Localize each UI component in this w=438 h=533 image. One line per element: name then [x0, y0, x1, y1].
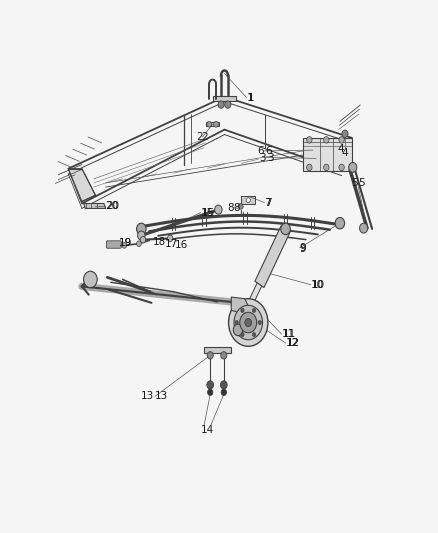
Text: 3: 3: [259, 152, 266, 163]
Text: 3: 3: [267, 154, 274, 163]
Text: 2: 2: [201, 132, 208, 142]
Circle shape: [241, 333, 244, 337]
Text: 11: 11: [283, 329, 296, 339]
Circle shape: [307, 136, 312, 143]
Circle shape: [207, 381, 214, 389]
Circle shape: [339, 164, 344, 171]
Polygon shape: [231, 297, 248, 313]
Text: 12: 12: [286, 338, 300, 348]
Circle shape: [233, 324, 243, 336]
Circle shape: [324, 164, 329, 171]
Text: 8: 8: [227, 203, 234, 213]
Text: 16: 16: [175, 239, 188, 249]
Polygon shape: [255, 226, 290, 288]
Text: 6: 6: [265, 146, 272, 156]
Text: 17: 17: [165, 239, 178, 249]
Text: 5: 5: [359, 178, 365, 188]
Text: 7: 7: [265, 198, 272, 208]
Text: 1: 1: [247, 93, 253, 103]
Circle shape: [252, 309, 256, 312]
Circle shape: [138, 231, 145, 240]
Text: 15: 15: [201, 207, 214, 217]
Text: 20: 20: [105, 201, 118, 211]
Circle shape: [235, 320, 238, 325]
Circle shape: [122, 243, 127, 248]
Circle shape: [281, 223, 290, 235]
Polygon shape: [204, 347, 231, 353]
Circle shape: [167, 235, 173, 241]
Polygon shape: [212, 96, 237, 101]
Polygon shape: [241, 196, 255, 204]
Text: 4: 4: [338, 144, 344, 155]
Text: 13: 13: [155, 391, 168, 401]
Text: 9: 9: [300, 243, 307, 253]
Text: 10: 10: [311, 280, 324, 290]
Circle shape: [252, 333, 256, 337]
Circle shape: [360, 223, 368, 233]
Text: 9: 9: [299, 244, 306, 254]
Circle shape: [324, 136, 329, 143]
Text: 15: 15: [201, 207, 215, 217]
Text: 11: 11: [282, 329, 295, 339]
Polygon shape: [84, 204, 106, 208]
Circle shape: [234, 305, 262, 340]
Circle shape: [207, 122, 212, 127]
Circle shape: [221, 389, 226, 395]
Polygon shape: [236, 283, 262, 332]
Circle shape: [214, 122, 219, 127]
Circle shape: [207, 352, 213, 359]
Circle shape: [84, 271, 97, 288]
Circle shape: [215, 205, 222, 214]
Circle shape: [218, 101, 224, 108]
Text: 5: 5: [351, 178, 357, 188]
Text: 18: 18: [152, 237, 166, 247]
Text: 6: 6: [258, 146, 264, 156]
Circle shape: [246, 198, 250, 203]
Circle shape: [137, 241, 141, 247]
Circle shape: [220, 381, 227, 389]
Circle shape: [225, 101, 231, 108]
Text: 10: 10: [312, 280, 325, 290]
Text: 12: 12: [286, 338, 299, 348]
Text: 19: 19: [119, 238, 132, 248]
Circle shape: [258, 320, 261, 325]
Text: 13: 13: [141, 391, 154, 401]
Circle shape: [307, 164, 312, 171]
Text: 1: 1: [247, 93, 254, 103]
Text: 7: 7: [265, 198, 271, 208]
Circle shape: [238, 204, 243, 209]
Polygon shape: [206, 122, 219, 126]
Circle shape: [241, 309, 244, 312]
Text: 19: 19: [119, 238, 133, 248]
Circle shape: [208, 389, 213, 395]
Circle shape: [240, 312, 257, 333]
Text: 20: 20: [106, 201, 119, 211]
Text: 14: 14: [201, 425, 214, 435]
FancyBboxPatch shape: [106, 241, 121, 248]
Circle shape: [140, 236, 146, 243]
Text: 4: 4: [342, 148, 348, 158]
Circle shape: [229, 298, 268, 346]
Circle shape: [245, 318, 251, 327]
Circle shape: [342, 130, 348, 138]
Circle shape: [221, 352, 227, 359]
Circle shape: [339, 136, 344, 143]
Text: 2: 2: [196, 132, 202, 142]
Circle shape: [137, 223, 146, 235]
Polygon shape: [68, 168, 95, 201]
Polygon shape: [303, 138, 352, 171]
Circle shape: [335, 217, 345, 229]
Circle shape: [349, 163, 357, 172]
Text: 8: 8: [233, 203, 240, 213]
